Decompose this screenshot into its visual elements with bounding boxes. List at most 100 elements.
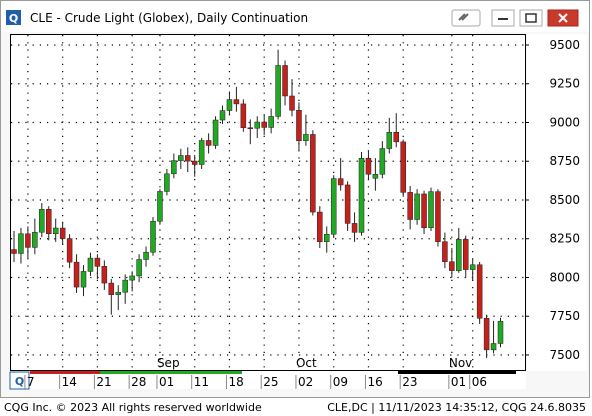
candle-body [344,184,351,224]
candle-body [407,192,413,220]
candle-body [490,343,497,351]
price-axis [527,34,587,371]
y-tick-label: 9500 [549,38,580,52]
y-tick-label: 7750 [549,309,580,323]
candle-body [442,241,448,262]
candle-body [191,160,198,165]
x-tick-label: 21 [96,375,111,389]
candle-body [317,211,323,242]
candle-body [428,191,434,228]
period-bar-green [100,371,242,374]
candle-body [365,158,372,175]
footer-left: CQG Inc. © 2023 All rights reserved worl… [4,401,262,414]
corner-icon[interactable] [9,371,30,390]
month-label: Sep [157,356,180,370]
x-tick-label: 23 [402,375,417,389]
candle-body [310,134,316,213]
candle-body [46,209,52,235]
footer-right: CLE,DC | 11/11/2023 14:35:12, CQG 24.6.8… [327,401,586,414]
maximize-button[interactable] [519,9,543,27]
candle-body [212,119,219,146]
candle-body [80,271,87,288]
link-button[interactable] [451,9,481,27]
candle-body [400,141,406,193]
candle-body [476,264,483,319]
candle-body [171,160,177,175]
x-tick-label: 28 [131,375,146,389]
candle-body [150,220,156,253]
candle-body [469,264,476,270]
candle-body [330,178,337,235]
candle-body [66,238,73,263]
candle-body [143,251,149,260]
link-icon [458,13,469,21]
y-tick-label: 7500 [549,348,580,362]
corner-icon-letter: Q [15,375,24,388]
candle-body [52,227,59,235]
x-tick-label: 11 [194,375,209,389]
candle-body [358,158,365,233]
candle-body [205,140,212,146]
candle-body [185,155,191,162]
candle-body [129,275,135,281]
candle-body [483,317,490,351]
candle-body [379,148,386,175]
candle-body [372,174,379,179]
candle-body [32,231,38,248]
candle-body [324,233,330,242]
y-tick-label: 8750 [549,154,580,168]
candle-body [18,233,24,254]
candle-body [164,173,170,192]
x-tick-label: 16 [367,375,382,389]
candle-body [261,121,267,128]
month-label: Oct [296,356,317,370]
candle-body [240,103,247,129]
plot-area [10,34,526,371]
candle-body [289,95,295,111]
candle-body [435,191,441,242]
candle-body [254,121,260,129]
x-tick-label: 25 [263,375,278,389]
candle-body [25,233,31,248]
candle-body [94,257,101,267]
candle-body [226,99,233,111]
candle-body [233,99,240,105]
period-bar-black [398,371,516,374]
candle-body [247,127,254,130]
y-tick-label: 9250 [549,77,580,91]
candle-body [463,239,469,270]
candle-body [157,191,163,222]
candle-body [39,209,45,233]
candle-body [386,132,393,149]
x-tick-label: 14 [62,375,77,389]
candle-body [296,110,302,142]
candle-body [73,261,80,288]
candle-body [11,249,17,254]
y-tick-label: 8000 [549,270,580,284]
candle-body [393,132,399,143]
candle-body [59,227,66,239]
y-tick-label: 8250 [549,232,580,246]
x-tick-label: 09 [333,375,348,389]
candle-body [456,239,462,271]
candle-body [351,223,358,233]
maximize-icon [525,13,537,23]
candle-body [497,321,504,344]
date-axis [10,371,526,389]
y-tick-label: 8500 [549,193,580,207]
x-tick-label: 18 [228,375,243,389]
candle-body [337,178,344,186]
y-tick-label: 9000 [549,115,580,129]
candle-body [87,257,94,272]
period-bar-red [30,371,100,374]
candle-body [178,155,184,161]
candle-body [101,266,108,284]
candle-body [421,193,427,228]
candle-body [282,65,288,97]
app-icon [6,10,21,25]
candle-body [414,193,420,220]
candle-body [115,291,121,295]
close-icon [558,13,568,23]
x-tick-label: 7 [27,375,35,389]
